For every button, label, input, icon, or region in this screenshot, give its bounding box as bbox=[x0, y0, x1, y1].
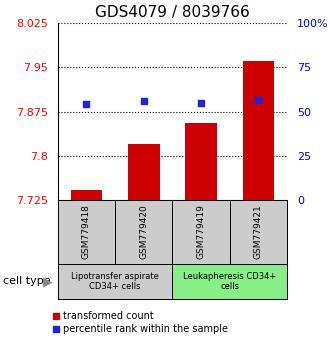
Text: ▶: ▶ bbox=[43, 275, 53, 288]
Text: Leukapheresis CD34+
cells: Leukapheresis CD34+ cells bbox=[183, 272, 277, 291]
Text: GSM779421: GSM779421 bbox=[254, 205, 263, 259]
Bar bbox=[128, 144, 159, 200]
Text: cell type: cell type bbox=[3, 276, 51, 286]
Legend: transformed count, percentile rank within the sample: transformed count, percentile rank withi… bbox=[48, 308, 232, 338]
Text: GSM779418: GSM779418 bbox=[82, 204, 91, 259]
Bar bbox=[71, 190, 102, 200]
Text: Lipotransfer aspirate
CD34+ cells: Lipotransfer aspirate CD34+ cells bbox=[71, 272, 159, 291]
Bar bbox=[243, 61, 274, 200]
Title: GDS4079 / 8039766: GDS4079 / 8039766 bbox=[95, 5, 250, 21]
Text: GSM779420: GSM779420 bbox=[139, 205, 148, 259]
Bar bbox=[185, 123, 217, 200]
Text: GSM779419: GSM779419 bbox=[197, 204, 206, 259]
